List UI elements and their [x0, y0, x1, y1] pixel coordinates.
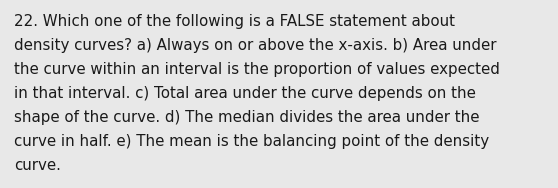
Text: density curves? a) Always on or above the x-axis. b) Area under: density curves? a) Always on or above th…: [14, 38, 497, 53]
Text: curve in half. e) The mean is the balancing point of the density: curve in half. e) The mean is the balanc…: [14, 134, 489, 149]
Text: the curve within an interval is the proportion of values expected: the curve within an interval is the prop…: [14, 62, 500, 77]
Text: shape of the curve. d) The median divides the area under the: shape of the curve. d) The median divide…: [14, 110, 479, 125]
Text: 22. Which one of the following is a FALSE statement about: 22. Which one of the following is a FALS…: [14, 14, 455, 29]
Text: in that interval. c) Total area under the curve depends on the: in that interval. c) Total area under th…: [14, 86, 476, 101]
Text: curve.: curve.: [14, 158, 61, 173]
